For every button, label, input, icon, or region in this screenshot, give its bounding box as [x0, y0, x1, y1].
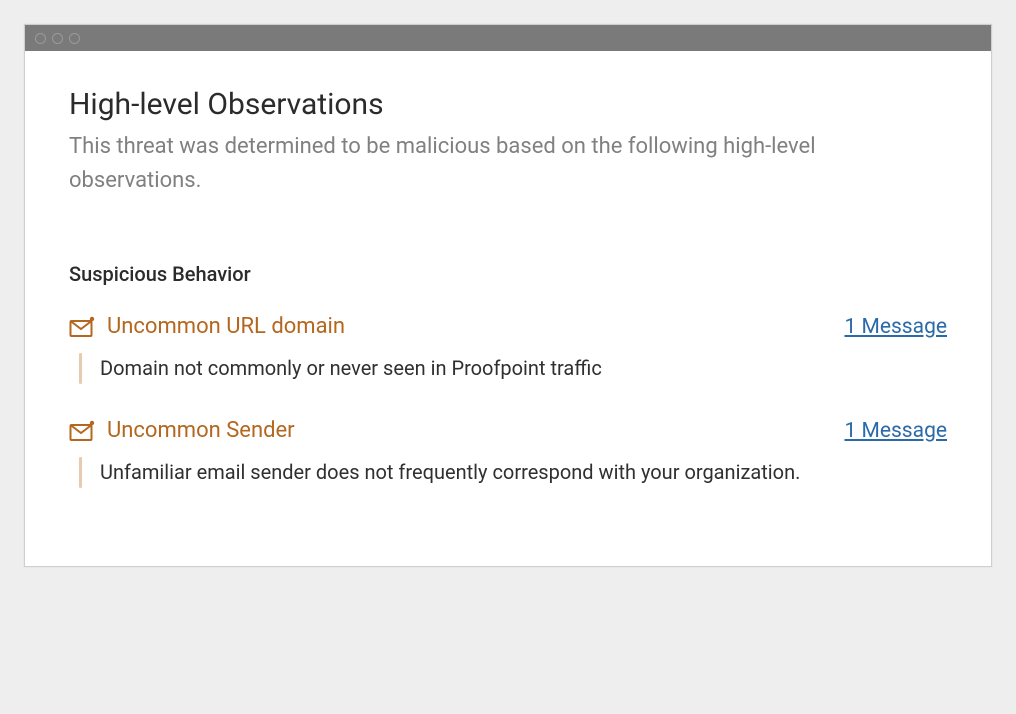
- content-area: High-level Observations This threat was …: [25, 51, 991, 566]
- page-subtitle: This threat was determined to be malicio…: [69, 130, 947, 198]
- behavior-item-count-link[interactable]: 1 Message: [844, 419, 947, 443]
- accent-bar: [79, 457, 82, 488]
- accent-bar: [79, 353, 82, 384]
- behavior-item-title: Uncommon Sender: [107, 418, 832, 443]
- page-title: High-level Observations: [69, 87, 947, 122]
- behavior-item-header: Uncommon URL domain 1 Message: [69, 314, 947, 339]
- behavior-item: Uncommon URL domain 1 Message Domain not…: [69, 314, 947, 384]
- behavior-item-header: Uncommon Sender 1 Message: [69, 418, 947, 443]
- behavior-item-body: Domain not commonly or never seen in Pro…: [69, 353, 947, 384]
- window-frame: High-level Observations This threat was …: [24, 24, 992, 567]
- traffic-light-close[interactable]: [35, 33, 46, 44]
- behavior-item-body: Unfamiliar email sender does not frequen…: [69, 457, 947, 488]
- traffic-light-zoom[interactable]: [69, 33, 80, 44]
- window-titlebar: [25, 25, 991, 51]
- mail-alert-icon: [69, 316, 95, 338]
- behavior-item-count-link[interactable]: 1 Message: [844, 315, 947, 339]
- traffic-light-minimize[interactable]: [52, 33, 63, 44]
- behavior-item-title: Uncommon URL domain: [107, 314, 832, 339]
- section-title: Suspicious Behavior: [69, 262, 947, 286]
- behavior-item-description: Unfamiliar email sender does not frequen…: [100, 457, 800, 488]
- mail-alert-icon: [69, 420, 95, 442]
- behavior-item-description: Domain not commonly or never seen in Pro…: [100, 353, 602, 384]
- behavior-item: Uncommon Sender 1 Message Unfamiliar ema…: [69, 418, 947, 488]
